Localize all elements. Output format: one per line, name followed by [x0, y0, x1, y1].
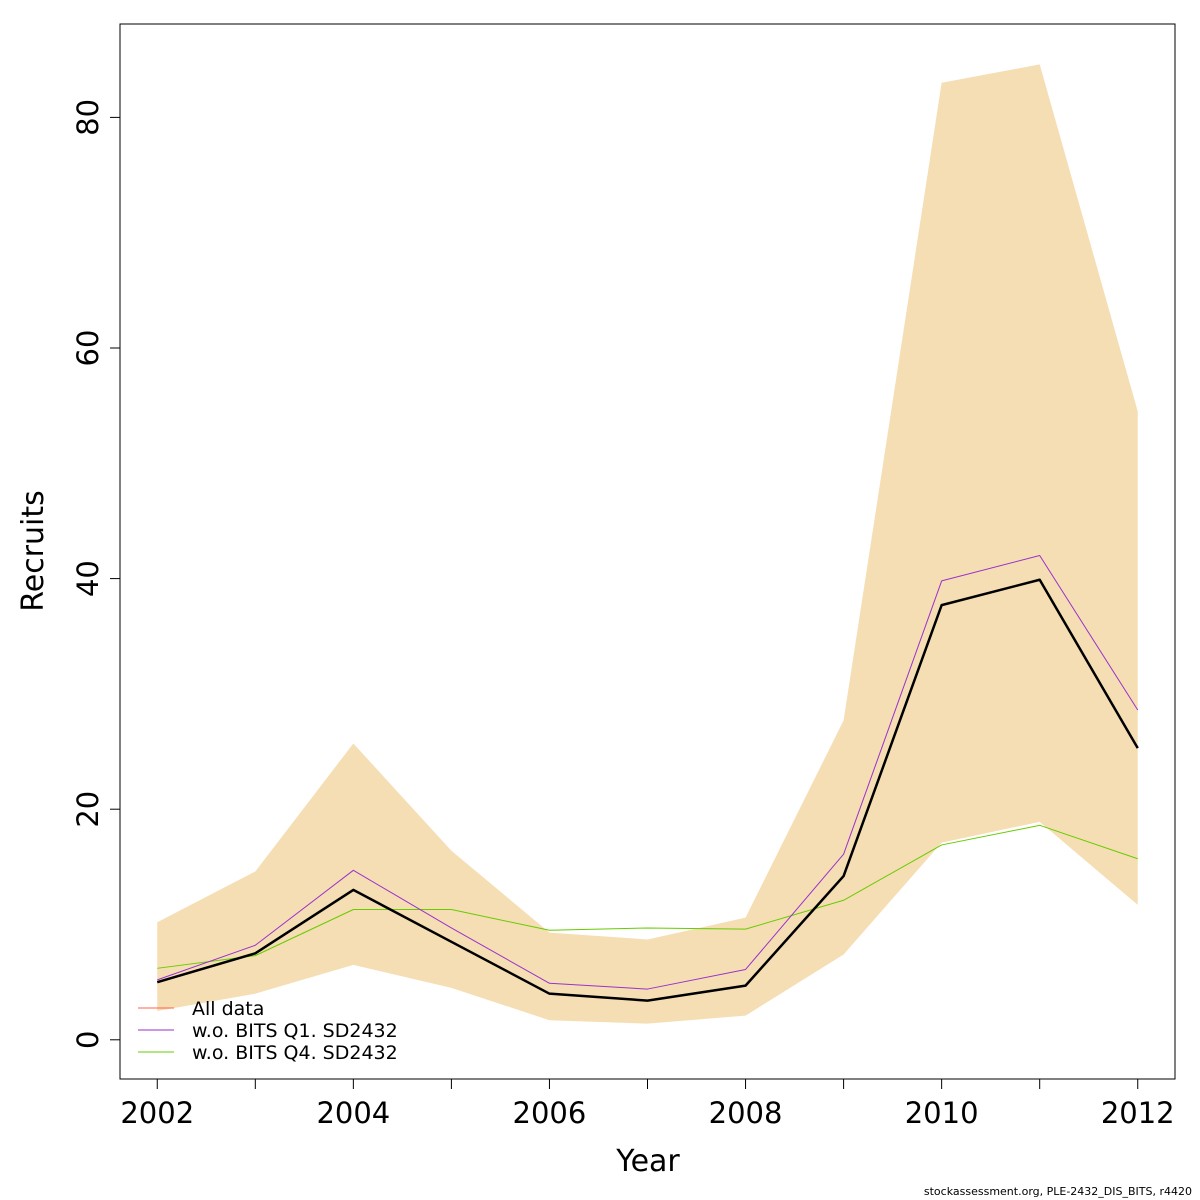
x-tick-label: 2002 — [120, 1096, 194, 1130]
legend-label: w.o. BITS Q1. SD2432 — [192, 1020, 398, 1042]
legend-label: w.o. BITS Q4. SD2432 — [192, 1042, 398, 1064]
x-axis-title: Year — [615, 1144, 680, 1179]
x-axis: 2002 2004 2006 2008 2010 2012 — [120, 1078, 1175, 1130]
legend-label: All data — [192, 998, 264, 1020]
y-tick-label: 60 — [71, 330, 105, 367]
x-tick-label: 2008 — [709, 1096, 783, 1130]
x-tick-label: 2012 — [1101, 1096, 1175, 1130]
footer-source-text: stockassessment.org, PLE-2432_DIS_BITS, … — [923, 1185, 1192, 1198]
series-line-3 — [157, 824, 1138, 969]
y-tick-label: 0 — [71, 1031, 105, 1049]
y-tick-label: 20 — [71, 791, 105, 828]
series-line-1 — [156, 578, 1139, 1002]
y-axis-title: Recruits — [16, 490, 51, 612]
y-tick-label: 40 — [71, 560, 105, 597]
series-layer — [156, 555, 1139, 1002]
y-axis: 0 20 40 60 80 — [71, 99, 121, 1049]
x-tick-label: 2006 — [513, 1096, 587, 1130]
confidence-band — [157, 64, 1138, 1024]
series-line-2 — [157, 555, 1139, 990]
confidence-band-layer — [157, 64, 1138, 1024]
y-tick-label: 80 — [71, 99, 105, 136]
x-tick-label: 2010 — [905, 1096, 979, 1130]
x-tick-label: 2004 — [316, 1096, 390, 1130]
